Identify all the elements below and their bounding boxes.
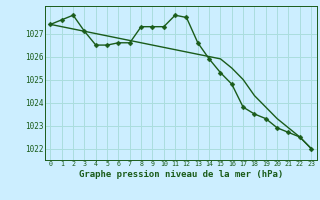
- X-axis label: Graphe pression niveau de la mer (hPa): Graphe pression niveau de la mer (hPa): [79, 170, 283, 179]
